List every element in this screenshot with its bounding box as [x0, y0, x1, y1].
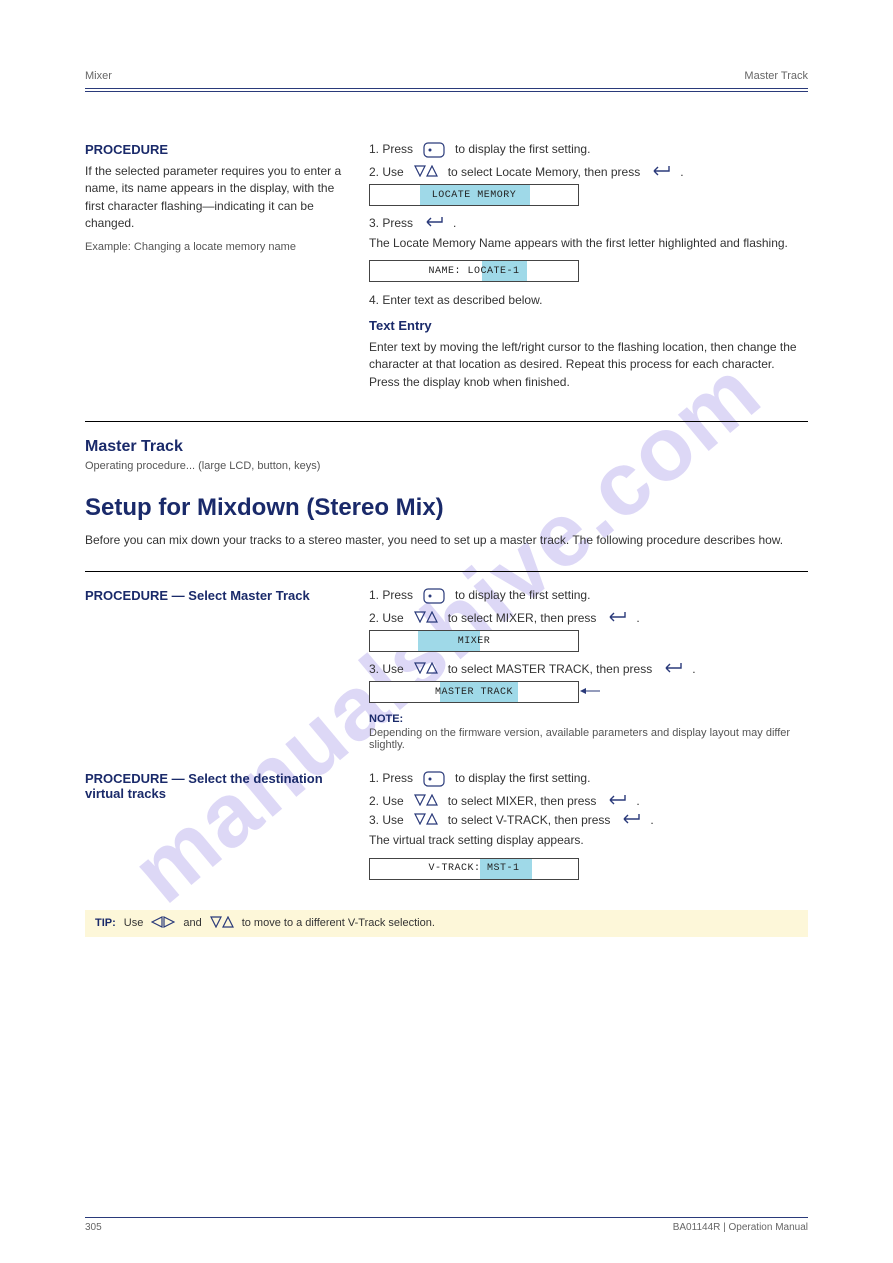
step3-left: 3. Press [369, 216, 413, 230]
left-right-triangle-icon [151, 916, 175, 931]
lcd-display-2: NAME: LOCATE-1 [369, 260, 579, 282]
down-up-triangle-icon [414, 813, 438, 828]
proc2-heading: PROCEDURE — Select Master Track [85, 588, 345, 603]
s2-step3-left: 3. Use [369, 662, 404, 676]
example-label: Example: Changing a locate memory name [85, 241, 345, 253]
s3-step2-right: to select MIXER, then press [448, 794, 597, 808]
text-entry-heading: Text Entry [369, 318, 808, 333]
header-left: Mixer [85, 70, 112, 82]
step2-right: to select Locate Memory, then press [448, 165, 641, 179]
s3-step3-after: . [650, 813, 653, 827]
s3-step2-after: . [636, 794, 639, 808]
note-body: Depending on the firmware version, avail… [369, 727, 808, 751]
step3-right: . [453, 216, 456, 230]
down-up-triangle-icon [210, 916, 234, 931]
s3-step2-left: 2. Use [369, 794, 404, 808]
header-rule-top [85, 88, 808, 89]
s2-step3-after: . [692, 662, 695, 676]
lcd-text: LOCATE MEMORY [370, 185, 578, 205]
enter-arrow-icon [662, 662, 682, 677]
s3-step-2: 2. Use to select MIXER, then press . [369, 794, 808, 809]
s3-step-3: 3. Use to select V-TRACK, then press . [369, 813, 808, 828]
step1-right: to display the first setting. [455, 142, 590, 156]
note-title: NOTE: [369, 713, 808, 725]
page-footer: 305 BA01144R | Operation Manual [85, 1217, 808, 1233]
step-1: 1. Press to display the first setting. [369, 142, 808, 161]
lcd-text: V-TRACK: MST-1 [370, 859, 578, 879]
section-divider-mid [85, 571, 808, 572]
exit-button-icon [423, 142, 445, 161]
tip-label: TIP: [95, 917, 116, 929]
proc3-heading: PROCEDURE — Select the destination virtu… [85, 771, 345, 801]
step2-left: 2. Use [369, 165, 404, 179]
lcd-text: NAME: LOCATE-1 [370, 261, 578, 281]
lcd-display-mixer: MIXER [369, 630, 579, 652]
lcd-display-master: MASTER TRACK [369, 681, 579, 703]
section-select-dest: PROCEDURE — Select the destination virtu… [85, 771, 808, 889]
lcd-display-vtrack: V-TRACK: MST-1 [369, 858, 579, 880]
header-right: Master Track [744, 70, 808, 82]
tip-bar: TIP: Use and to move to a different V-Tr… [85, 910, 808, 937]
s3-step1-left: 1. Press [369, 771, 413, 785]
s3-step3-right: to select V-TRACK, then press [448, 813, 611, 827]
enter-arrow-icon [423, 216, 443, 231]
enter-arrow-icon [620, 813, 640, 828]
down-up-triangle-icon [414, 611, 438, 626]
s2-step1-right: to display the first setting. [455, 588, 590, 602]
s2-step-1: 1. Press to display the first setting. [369, 588, 808, 607]
s3-step1-right: to display the first setting. [455, 771, 590, 785]
step-4: 4. Enter text as described below. [369, 292, 808, 309]
enter-arrow-icon [606, 611, 626, 626]
exit-button-icon [423, 771, 445, 790]
step3-text: The Locate Memory Name appears with the … [369, 235, 808, 252]
page-content: Mixer Master Track PROCEDURE If the sele… [0, 0, 893, 977]
section-divider-top [85, 421, 808, 422]
step-2: 2. Use to select Locate Memory, then pre… [369, 165, 808, 180]
proc-heading: PROCEDURE [85, 142, 345, 157]
enter-arrow-icon [606, 794, 626, 809]
cursor-arrow-icon [580, 683, 600, 701]
s3-step3-left: 3. Use [369, 813, 404, 827]
proc-intro: If the selected parameter requires you t… [85, 163, 345, 233]
section-procedure-name: PROCEDURE If the selected parameter requ… [85, 142, 808, 399]
tip-body-a: Use [124, 917, 144, 929]
tip-body-b: and [183, 917, 201, 929]
s3-step3-body: The virtual track setting display appear… [369, 832, 808, 849]
down-up-triangle-icon [414, 794, 438, 809]
lcd-text: MIXER [370, 631, 578, 651]
enter-arrow-icon [650, 165, 670, 180]
s3-step-1: 1. Press to display the first setting. [369, 771, 808, 790]
main-intro: Before you can mix down your tracks to a… [85, 532, 808, 549]
header-rule-bottom [85, 91, 808, 92]
s2-step-2: 2. Use to select MIXER, then press . [369, 611, 808, 626]
footer-left: 305 [85, 1222, 102, 1233]
main-title: Setup for Mixdown (Stereo Mix) [85, 494, 808, 522]
s2-step3-right: to select MASTER TRACK, then press [448, 662, 653, 676]
exit-button-icon [423, 588, 445, 607]
s2-step-3: 3. Use to select MASTER TRACK, then pres… [369, 662, 808, 677]
master-track-sub: Operating procedure... (large LCD, butto… [85, 460, 808, 472]
master-track-title: Master Track [85, 438, 808, 456]
down-up-triangle-icon [414, 165, 438, 180]
step1-left: 1. Press [369, 142, 413, 156]
s2-step2-right: to select MIXER, then press [448, 611, 597, 625]
footer-right: BA01144R | Operation Manual [673, 1222, 808, 1233]
page-header: Mixer Master Track [85, 70, 808, 82]
section-select-master: PROCEDURE — Select Master Track 1. Press… [85, 588, 808, 751]
lcd-display-1: LOCATE MEMORY [369, 184, 579, 206]
s2-step2-left: 2. Use [369, 611, 404, 625]
down-up-triangle-icon [414, 662, 438, 677]
step-3: 3. Press . [369, 216, 808, 231]
tip-body-c: to move to a different V-Track selection… [242, 917, 435, 929]
s2-step2-after: . [636, 611, 639, 625]
step2-after: . [680, 165, 683, 179]
lcd-text: MASTER TRACK [370, 682, 578, 702]
text-entry-body: Enter text by moving the left/right curs… [369, 339, 808, 391]
s2-step1-left: 1. Press [369, 588, 413, 602]
